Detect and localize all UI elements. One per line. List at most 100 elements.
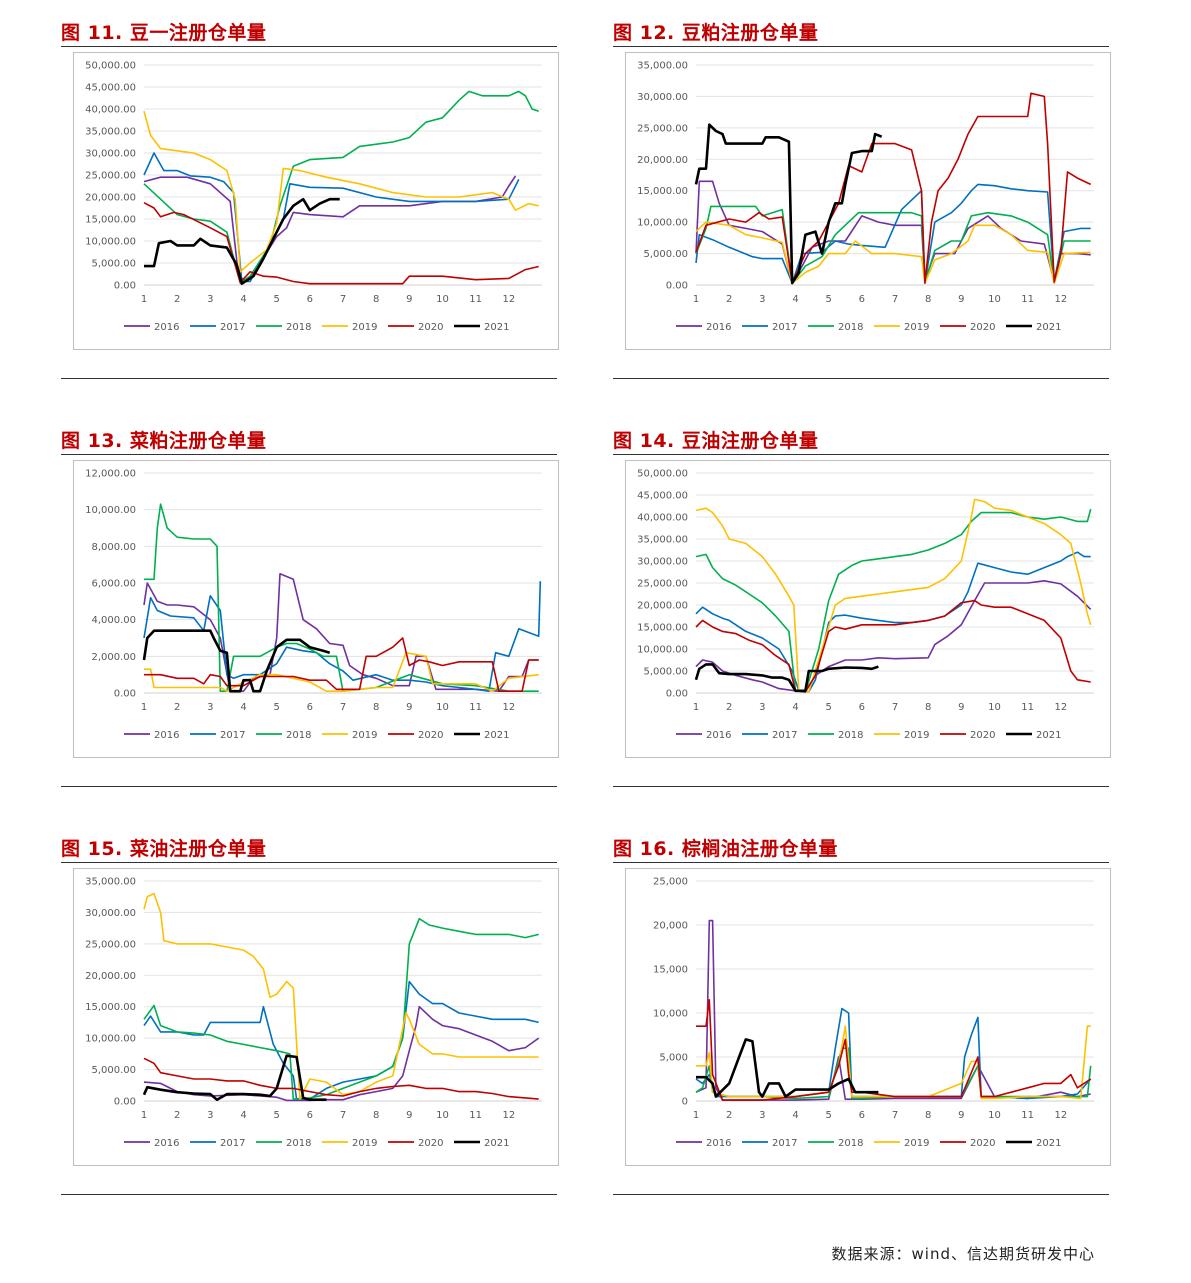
x-tick-label: 7 bbox=[892, 702, 898, 713]
y-tick-label: 0.00 bbox=[666, 689, 688, 700]
legend-label-2017: 2017 bbox=[772, 322, 797, 333]
x-tick-label: 12 bbox=[502, 702, 515, 713]
figure-title: 图 12. 豆粕注册仓单量 bbox=[613, 22, 819, 44]
y-tick-label: 35,000.00 bbox=[85, 877, 136, 888]
series-line-2016 bbox=[695, 919, 1091, 1101]
series-line-2018 bbox=[143, 90, 539, 284]
x-tick-label: 2 bbox=[174, 702, 180, 713]
y-tick-label: 20,000.00 bbox=[85, 971, 136, 982]
legend-label-2020: 2020 bbox=[418, 322, 443, 333]
figure-title: 图 11. 豆一注册仓单量 bbox=[61, 22, 267, 44]
legend-label-2017: 2017 bbox=[772, 1138, 797, 1149]
x-tick-label: 11 bbox=[469, 1110, 482, 1121]
x-tick-label: 12 bbox=[502, 294, 515, 305]
bottom-divider bbox=[613, 1194, 1109, 1195]
series-line-2016 bbox=[143, 1005, 540, 1102]
figure-title: 图 14. 豆油注册仓单量 bbox=[613, 430, 819, 452]
series-line-2017 bbox=[695, 183, 1091, 284]
line-chart: 0.00 5,000.00 10,000.00 15,000.00 20,000.00 2… bbox=[637, 61, 1094, 333]
y-tick-label: 5,000.00 bbox=[643, 249, 688, 260]
series-line-2020 bbox=[143, 201, 539, 285]
x-tick-label: 12 bbox=[1054, 294, 1067, 305]
x-tick-label: 4 bbox=[240, 1110, 246, 1121]
x-tick-label: 4 bbox=[240, 294, 246, 305]
x-tick-label: 5 bbox=[825, 1110, 831, 1121]
x-tick-label: 3 bbox=[207, 294, 213, 305]
x-tick-label: 5 bbox=[825, 294, 831, 305]
series-line-2020 bbox=[696, 999, 1092, 1101]
y-tick-label: 0.00 bbox=[114, 1097, 136, 1108]
y-tick-label: 15,000.00 bbox=[85, 1002, 136, 1013]
x-tick-label: 9 bbox=[958, 702, 964, 713]
x-tick-label: 1 bbox=[693, 702, 699, 713]
x-tick-label: 3 bbox=[759, 1110, 765, 1121]
x-tick-label: 8 bbox=[925, 294, 931, 305]
legend-label-2016: 2016 bbox=[706, 322, 731, 333]
y-tick-label: 12,000.00 bbox=[85, 469, 136, 480]
y-tick-label: 25,000 bbox=[653, 877, 688, 888]
x-tick-label: 6 bbox=[859, 1110, 865, 1121]
y-tick-label: 0.00 bbox=[114, 281, 136, 292]
series-line-2021 bbox=[694, 663, 879, 693]
x-tick-label: 7 bbox=[892, 294, 898, 305]
y-tick-label: 25,000.00 bbox=[85, 171, 136, 182]
legend-label-2017: 2017 bbox=[772, 730, 797, 741]
series-line-2021 bbox=[696, 1038, 879, 1098]
y-tick-label: 0.00 bbox=[114, 689, 136, 700]
x-tick-label: 10 bbox=[988, 702, 1001, 713]
series-line-2019 bbox=[696, 1025, 1091, 1100]
figure-title: 图 13. 菜粕注册仓单量 bbox=[61, 430, 267, 452]
x-tick-label: 12 bbox=[1054, 702, 1067, 713]
y-tick-label: 10,000.00 bbox=[85, 1034, 136, 1045]
y-tick-label: 0 bbox=[682, 1097, 688, 1108]
chart-frame: 0 5,000 10,000 15,000 20,000 25,000 1 2 3 4 5 6 7 8 9 1… bbox=[625, 868, 1111, 1166]
x-tick-label: 8 bbox=[373, 294, 379, 305]
line-chart: 0.00 5,000.00 10,000.00 15,000.00 20,000.00 2… bbox=[637, 469, 1094, 741]
legend-label-2019: 2019 bbox=[904, 730, 929, 741]
bottom-divider bbox=[61, 378, 557, 379]
title-divider bbox=[613, 46, 1109, 47]
series-line-2016 bbox=[143, 175, 517, 283]
y-tick-label: 5,000.00 bbox=[91, 259, 136, 270]
y-tick-label: 50,000.00 bbox=[85, 61, 136, 72]
legend-label-2019: 2019 bbox=[352, 1138, 377, 1149]
y-tick-label: 0.00 bbox=[666, 281, 688, 292]
y-tick-label: 35,000.00 bbox=[637, 535, 688, 546]
x-tick-label: 3 bbox=[207, 1110, 213, 1121]
y-tick-label: 40,000.00 bbox=[637, 513, 688, 524]
series-line-2019 bbox=[695, 221, 1091, 284]
legend-label-2016: 2016 bbox=[154, 1138, 179, 1149]
figure-title: 图 15. 菜油注册仓单量 bbox=[61, 838, 267, 860]
x-tick-label: 11 bbox=[1021, 1110, 1034, 1121]
x-tick-label: 2 bbox=[726, 294, 732, 305]
legend-label-2019: 2019 bbox=[904, 322, 929, 333]
y-tick-label: 35,000.00 bbox=[85, 127, 136, 138]
bottom-divider bbox=[61, 786, 557, 787]
legend-label-2019: 2019 bbox=[352, 730, 377, 741]
series-line-2019 bbox=[143, 892, 539, 1100]
bottom-divider bbox=[613, 786, 1109, 787]
x-tick-label: 9 bbox=[406, 1110, 412, 1121]
x-tick-label: 9 bbox=[406, 702, 412, 713]
chart-frame: 0.00 5,000.00 10,000.00 15,000.00 20,000.00 2… bbox=[625, 52, 1111, 350]
title-divider bbox=[61, 454, 557, 455]
legend-label-2018: 2018 bbox=[838, 322, 863, 333]
legend-label-2016: 2016 bbox=[706, 1138, 731, 1149]
legend-label-2021: 2021 bbox=[1036, 322, 1061, 333]
legend-label-2016: 2016 bbox=[154, 730, 179, 741]
x-tick-label: 6 bbox=[307, 294, 313, 305]
bottom-divider bbox=[613, 378, 1109, 379]
y-tick-label: 6,000.00 bbox=[91, 579, 136, 590]
x-tick-label: 7 bbox=[892, 1110, 898, 1121]
x-tick-label: 3 bbox=[759, 702, 765, 713]
y-tick-label: 35,000.00 bbox=[637, 61, 688, 72]
title-divider bbox=[613, 862, 1109, 863]
legend-label-2021: 2021 bbox=[1036, 1138, 1061, 1149]
legend-label-2021: 2021 bbox=[484, 1138, 509, 1149]
y-tick-label: 20,000 bbox=[653, 921, 688, 932]
legend-label-2020: 2020 bbox=[970, 730, 995, 741]
y-tick-label: 20,000.00 bbox=[637, 601, 688, 612]
title-divider bbox=[61, 46, 557, 47]
x-tick-label: 2 bbox=[174, 1110, 180, 1121]
